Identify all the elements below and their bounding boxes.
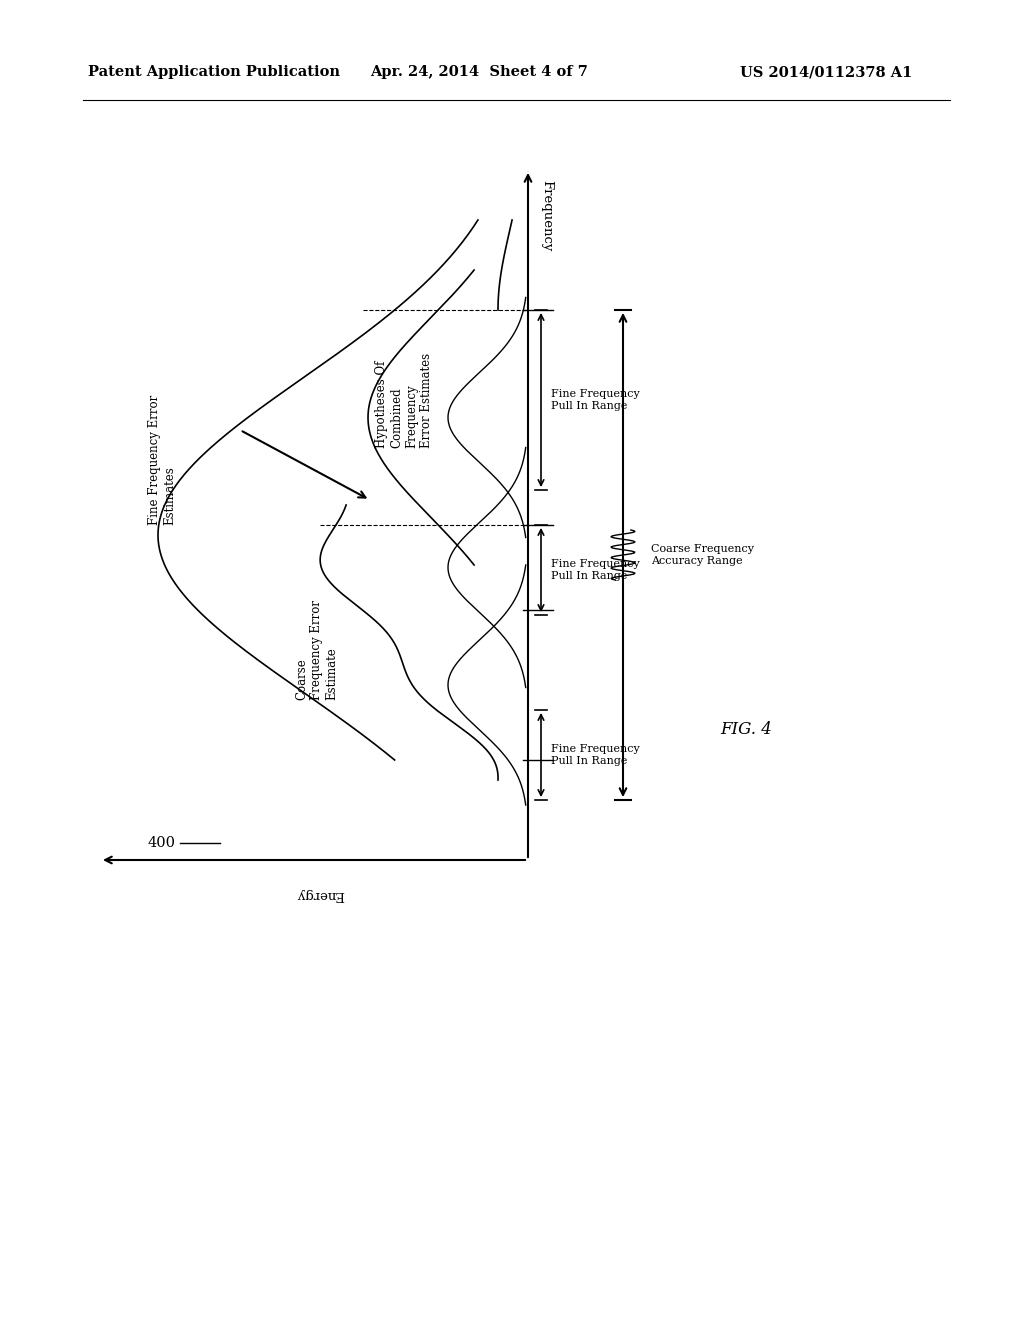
Text: US 2014/0112378 A1: US 2014/0112378 A1 — [740, 65, 912, 79]
Text: Hypotheses Of
Combined
Frequency
Error Estimates: Hypotheses Of Combined Frequency Error E… — [375, 352, 433, 447]
Text: Patent Application Publication: Patent Application Publication — [88, 65, 340, 79]
Text: Fine Frequency
Pull In Range: Fine Frequency Pull In Range — [551, 389, 640, 411]
Text: Energy: Energy — [296, 888, 344, 902]
Text: Fine Frequency Error
Estimates: Fine Frequency Error Estimates — [148, 395, 176, 525]
Text: Fine Frequency
Pull In Range: Fine Frequency Pull In Range — [551, 744, 640, 766]
Text: 400: 400 — [147, 836, 175, 850]
Text: FIG. 4: FIG. 4 — [720, 722, 772, 738]
Text: Frequency: Frequency — [540, 180, 553, 251]
Text: Coarse
Frequency Error
Estimate: Coarse Frequency Error Estimate — [295, 601, 338, 700]
Text: Coarse Frequency
Accuracy Range: Coarse Frequency Accuracy Range — [651, 544, 754, 566]
Text: Apr. 24, 2014  Sheet 4 of 7: Apr. 24, 2014 Sheet 4 of 7 — [370, 65, 588, 79]
Text: Fine Frequency
Pull In Range: Fine Frequency Pull In Range — [551, 560, 640, 581]
